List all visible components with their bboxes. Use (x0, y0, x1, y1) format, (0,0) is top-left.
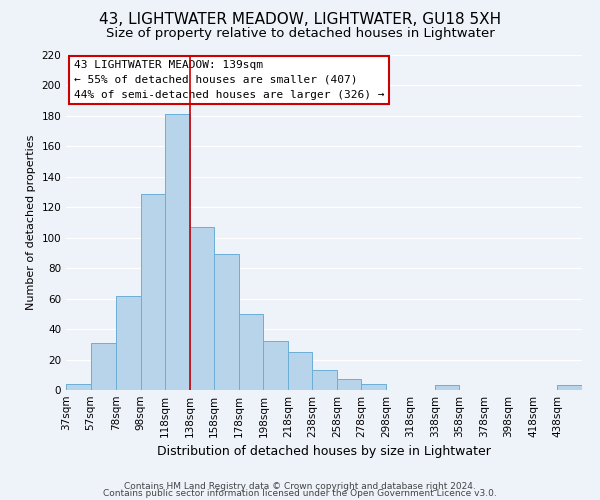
Bar (190, 227, 214, 390)
Bar (313, 370, 337, 390)
Bar (557, 386, 582, 390)
Bar (116, 296, 141, 390)
Bar (435, 386, 460, 390)
Bar (263, 342, 288, 390)
Bar (214, 254, 239, 390)
X-axis label: Distribution of detached houses by size in Lightwater: Distribution of detached houses by size … (157, 446, 491, 458)
Text: Size of property relative to detached houses in Lightwater: Size of property relative to detached ho… (106, 28, 494, 40)
Bar (66, 384, 91, 390)
Bar (361, 384, 386, 390)
Text: Contains public sector information licensed under the Open Government Licence v3: Contains public sector information licen… (103, 488, 497, 498)
Bar (288, 352, 313, 390)
Text: 43 LIGHTWATER MEADOW: 139sqm
← 55% of detached houses are smaller (407)
44% of s: 43 LIGHTWATER MEADOW: 139sqm ← 55% of de… (74, 60, 384, 100)
Text: 43, LIGHTWATER MEADOW, LIGHTWATER, GU18 5XH: 43, LIGHTWATER MEADOW, LIGHTWATER, GU18 … (99, 12, 501, 28)
Bar (141, 194, 165, 390)
Bar (239, 314, 263, 390)
Text: Contains HM Land Registry data © Crown copyright and database right 2024.: Contains HM Land Registry data © Crown c… (124, 482, 476, 491)
Bar (337, 380, 361, 390)
Bar (165, 114, 190, 390)
Y-axis label: Number of detached properties: Number of detached properties (26, 135, 36, 310)
Bar (91, 343, 116, 390)
